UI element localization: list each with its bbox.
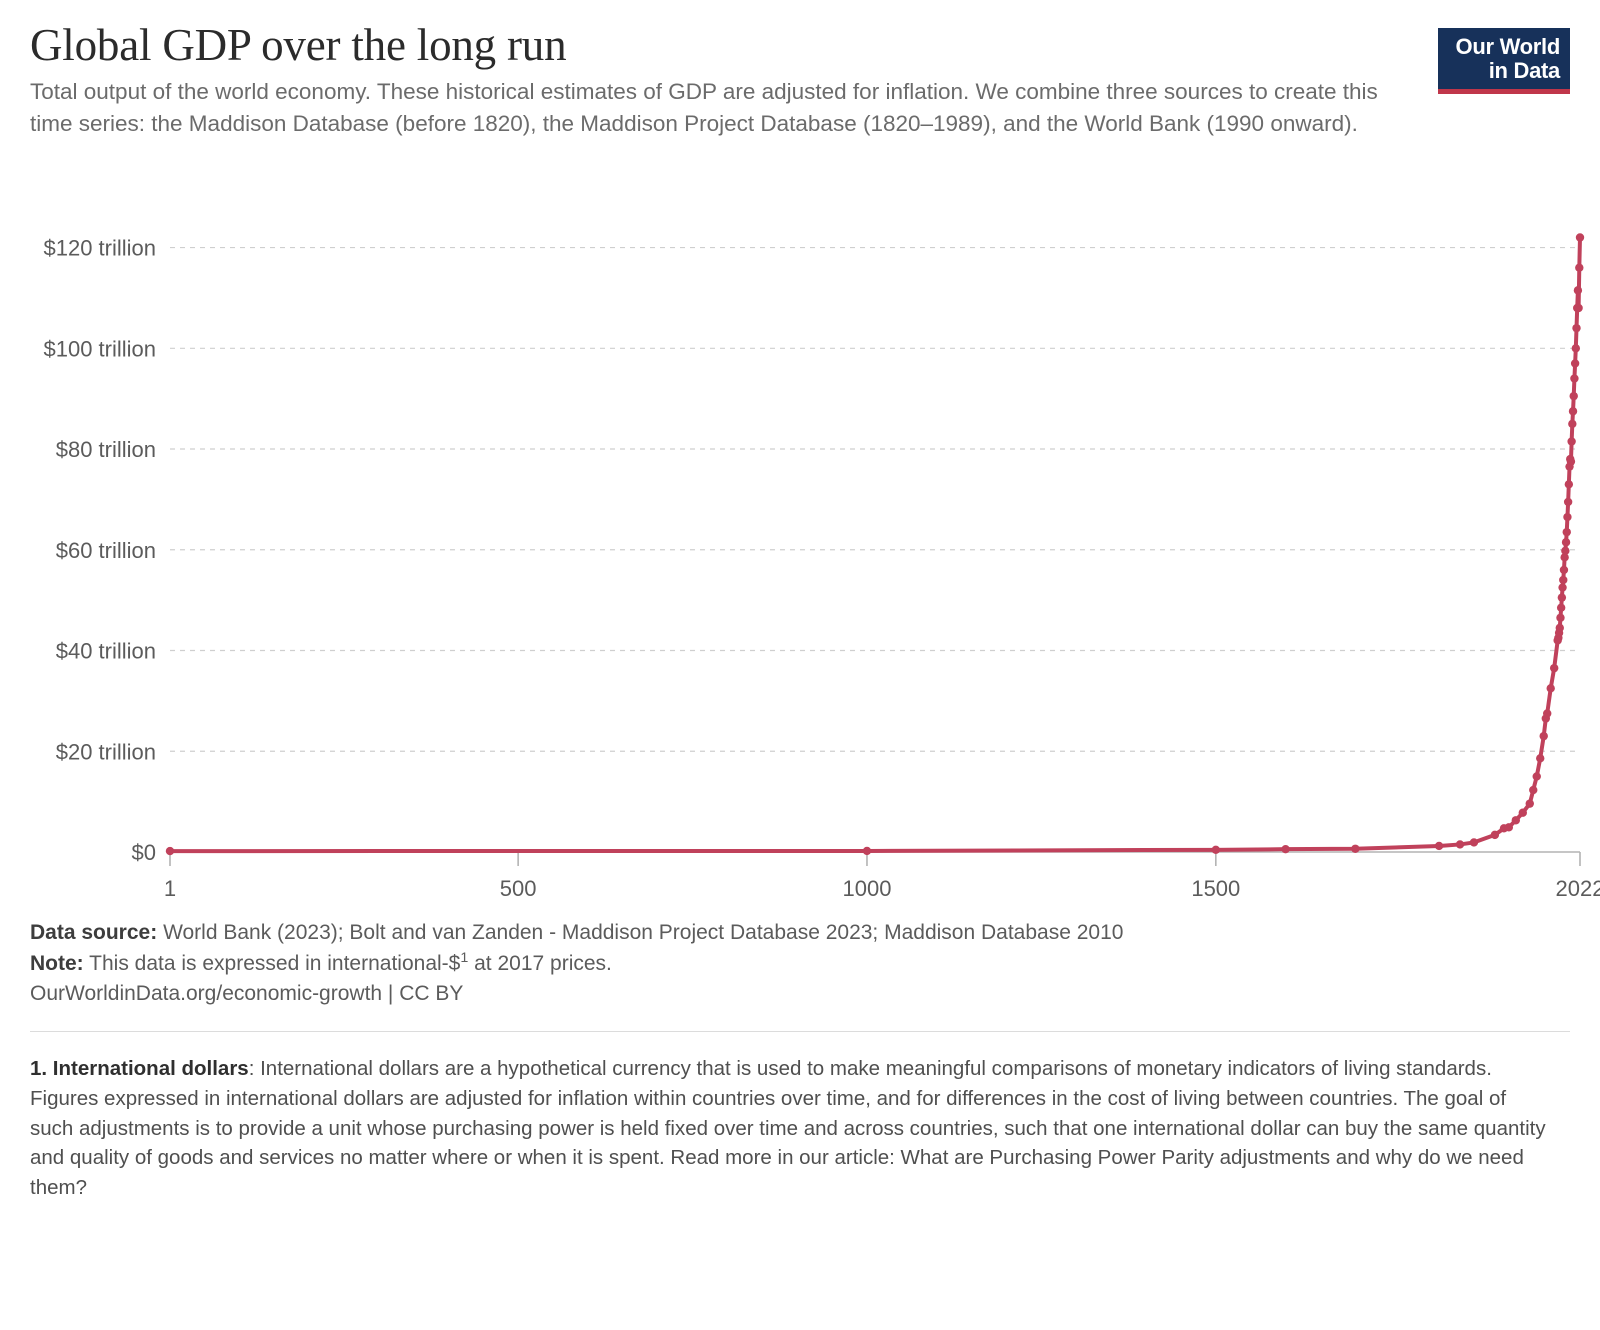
chart-y-axis-labels: $0 $20 trillion $40 trillion $60 trillion $8… [43,235,156,864]
series-data-point[interactable] [1568,419,1577,428]
series-data-point[interactable] [1469,837,1479,847]
series-data-point[interactable] [1575,232,1585,242]
series-data-point[interactable] [1536,753,1545,763]
series-data-point[interactable] [1568,406,1578,416]
chart-footer: Data source: World Bank (2023); Bolt and… [0,914,1600,1010]
series-data-point[interactable] [1557,592,1567,602]
series-data-point[interactable] [1562,527,1571,536]
series-data-point[interactable] [1543,708,1552,718]
series-data-point[interactable] [1566,456,1576,466]
series-data-point[interactable] [1560,552,1569,562]
series-data-point[interactable] [1532,771,1541,781]
license-row: OurWorldinData.org/economic-growth | CC … [30,979,1570,1009]
x-tick-label: 1 [164,876,176,901]
series-data-point[interactable] [862,846,872,855]
chart-area: $0 $20 trillion $40 trillion $60 trillion $8… [0,162,1600,914]
note-text-pre: This data is expressed in international-… [89,951,461,975]
data-source-value: World Bank (2023); Bolt and van Zanden -… [163,920,1124,944]
y-tick-label: $60 trillion [56,537,156,562]
x-tick-label: 1000 [843,876,892,901]
series-data-point[interactable] [1555,623,1564,632]
series-data-point[interactable] [1211,845,1221,854]
series-data-point[interactable] [1563,512,1572,521]
series-data-point[interactable] [1572,323,1581,332]
series-data-point[interactable] [1559,575,1568,584]
series-data-point[interactable] [1549,663,1559,672]
chart-header: Global GDP over the long run Total outpu… [0,0,1600,140]
logo-line-2: in Data [1488,57,1561,83]
page-title: Global GDP over the long run [30,20,567,70]
series-data-point[interactable] [1559,565,1569,574]
footnote-text: : International dollars are a hypothetic… [30,1057,1546,1200]
x-tick-label: 1500 [1191,876,1240,901]
chart-x-axis [169,851,1581,866]
chart-x-axis-labels: 1 500 1000 1500 2022 [164,876,1600,901]
footnote-international-dollars: 1. International dollars: International … [0,1032,1580,1203]
series-data-point[interactable] [1511,815,1521,825]
series-data-point[interactable] [1434,841,1444,850]
series-data-point[interactable] [1569,391,1578,400]
series-data-point[interactable] [1556,603,1566,612]
note-label: Note: [30,951,84,975]
series-data-point[interactable] [1561,546,1570,555]
series-data-point[interactable] [1564,479,1574,489]
y-tick-label: $80 trillion [56,437,156,462]
series-data-point[interactable] [1574,303,1583,312]
chart-gridlines [170,246,1580,853]
gdp-line-chart[interactable]: $0 $20 trillion $40 trillion $60 trillion $8… [0,162,1600,914]
series-data-point[interactable] [1455,839,1465,849]
series-data-point[interactable] [1546,683,1555,693]
series-data-point[interactable] [1539,731,1548,740]
series-data-point[interactable] [1490,830,1500,839]
chart-series-world-gdp [165,232,1585,855]
x-tick-label: 2022 [1556,876,1600,901]
y-tick-label: $120 trillion [43,235,156,260]
footnote-label: 1. International dollars [30,1057,249,1081]
series-data-point[interactable] [1570,373,1579,383]
data-source-label: Data source: [30,920,158,944]
footer-divider [30,1031,1570,1033]
note-text-post: at 2017 prices. [468,951,612,975]
note-footnote-marker[interactable]: 1 [460,949,469,966]
series-data-point[interactable] [1570,358,1580,368]
series-data-point[interactable] [1558,582,1567,592]
logo-line-1: Our World [1455,34,1561,59]
series-data-point[interactable] [1575,263,1584,272]
series-data-point[interactable] [1281,844,1290,853]
owid-license-link[interactable]: OurWorldinData.org/economic-growth | CC … [30,982,464,1006]
y-tick-label: $100 trillion [43,336,156,361]
y-tick-label: $0 [132,840,156,865]
note-row: Note: This data is expressed in internat… [30,948,1570,979]
y-tick-label: $40 trillion [56,638,156,663]
series-data-point[interactable] [1573,285,1583,295]
series-data-point[interactable] [1567,436,1576,446]
x-tick-label: 500 [500,876,537,901]
series-data-point[interactable] [1563,497,1573,506]
series-data-point[interactable] [1529,785,1538,794]
series-data-point[interactable] [1561,537,1571,546]
y-tick-label: $20 trillion [56,739,156,764]
series-data-point[interactable] [165,846,175,855]
series-line-world-gdp [168,235,1582,853]
chart-subtitle: Total output of the world economy. These… [30,78,1378,136]
series-data-point[interactable] [1571,343,1581,353]
series-data-point[interactable] [1556,613,1565,622]
data-source-row: Data source: World Bank (2023); Bolt and… [30,918,1570,948]
our-world-in-data-logo[interactable]: Our World in Data [1438,28,1570,94]
series-data-point[interactable] [1518,808,1527,817]
series-data-point[interactable] [1504,822,1514,832]
series-data-point[interactable] [1525,799,1534,808]
series-data-point[interactable] [1351,844,1360,853]
